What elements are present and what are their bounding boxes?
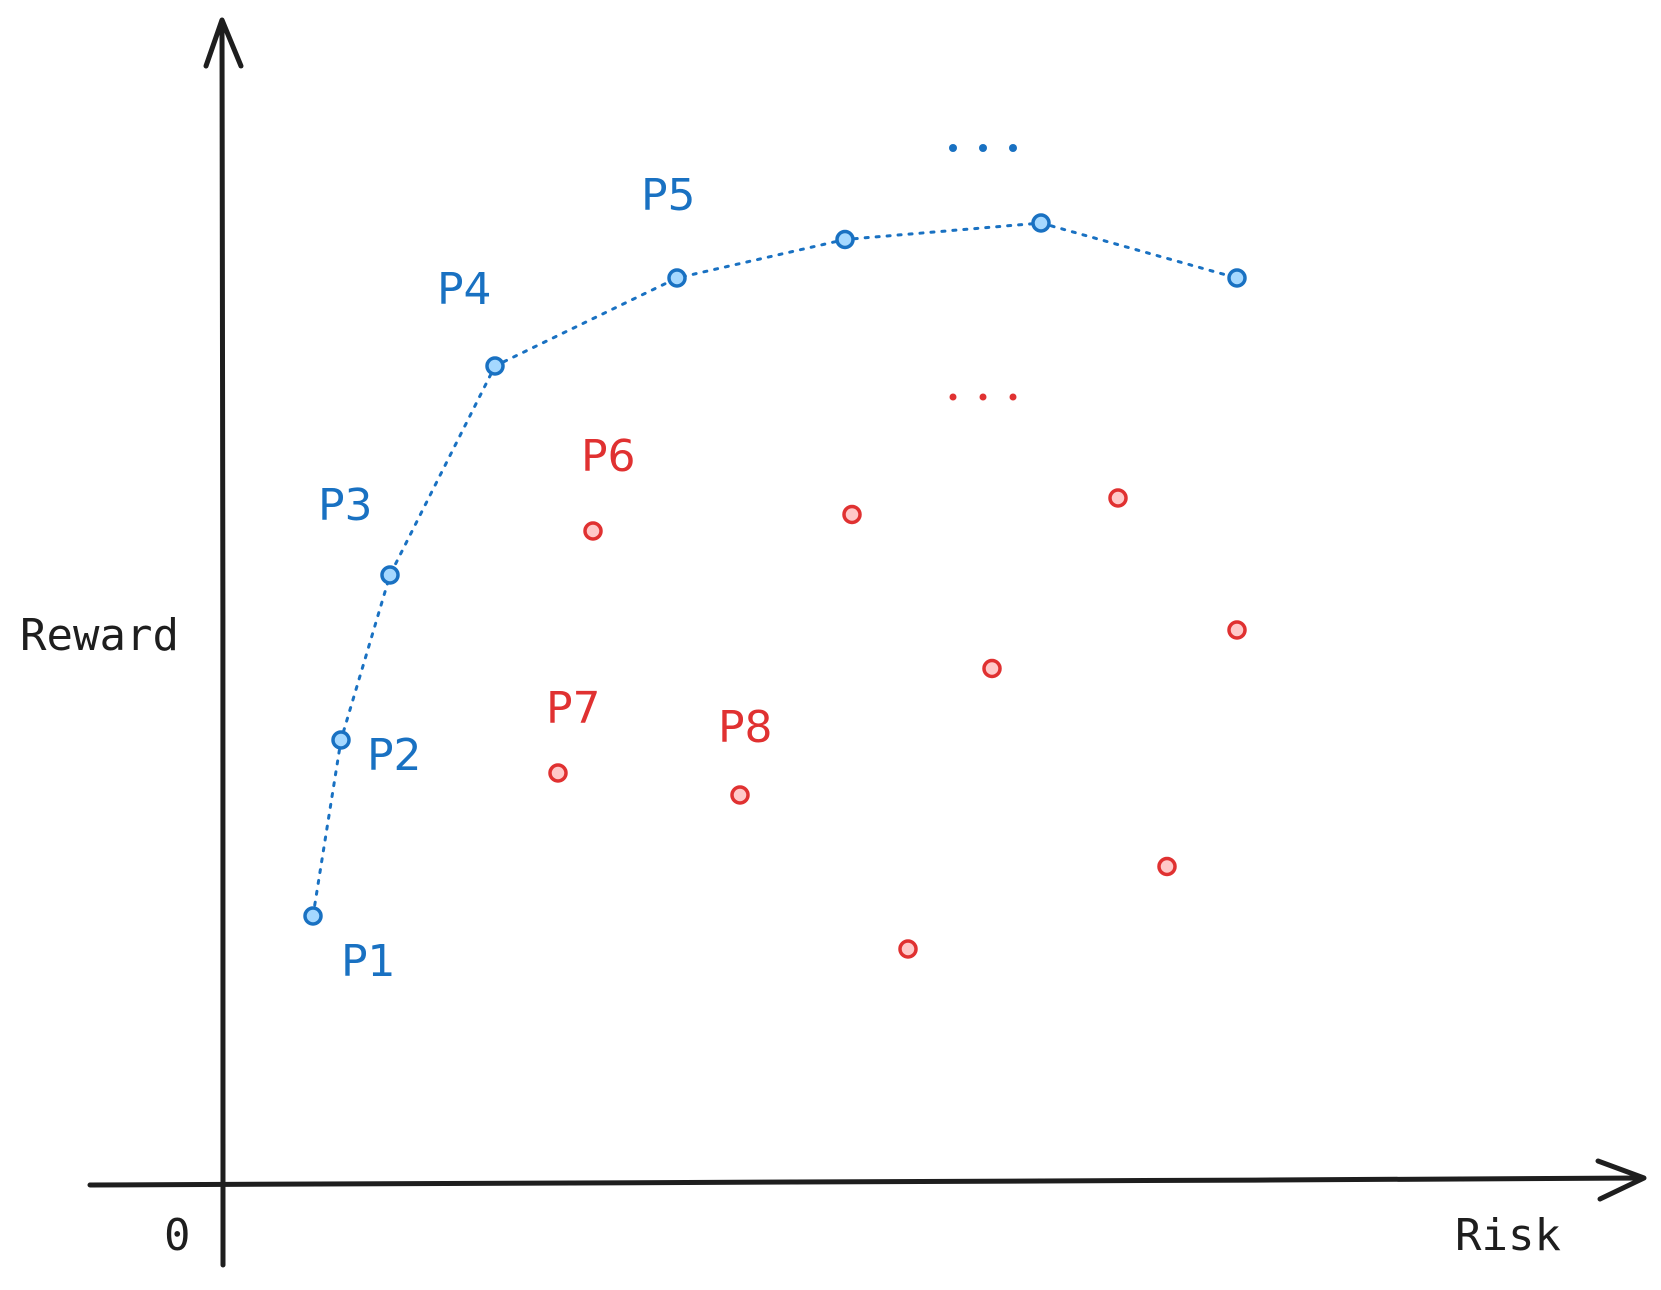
x-axis-arrowhead	[1595, 1158, 1647, 1202]
x-axis-line	[87, 1175, 1645, 1188]
x-axis-label: Risk	[1455, 1210, 1561, 1261]
other-ellipsis: ...	[949, 393, 1017, 401]
frontier-point-8	[1227, 268, 1247, 288]
frontier-ellipsis-dot	[979, 144, 987, 152]
other-point-9	[1157, 856, 1177, 877]
other-point-6	[982, 658, 1002, 679]
y-axis-label: Reward	[20, 610, 179, 661]
point-label-p4: P4	[437, 264, 492, 315]
point-label-p6: P6	[581, 431, 636, 482]
other-point-8	[898, 939, 918, 959]
frontier-point-7	[1031, 213, 1051, 233]
frontier-point-2	[331, 730, 351, 750]
origin-label: 0	[164, 1210, 191, 1261]
point-label-p1: P1	[341, 936, 396, 987]
point-label-p2: P2	[367, 730, 422, 781]
other-ellipsis-dot	[1009, 393, 1017, 401]
axes	[87, 17, 1647, 1268]
point-label-p7: P7	[546, 683, 601, 734]
frontier-series-line	[311, 221, 1239, 918]
frontier-point-4	[485, 356, 505, 376]
frontier-point-6	[835, 229, 855, 250]
other-point-7	[1227, 620, 1247, 640]
other-point-3	[730, 785, 750, 805]
frontier-ellipsis-dot	[949, 144, 957, 152]
other-point-4	[842, 504, 862, 525]
point-label-p3: P3	[318, 480, 373, 531]
y-axis-line	[219, 19, 226, 1268]
frontier-ellipsis: ...	[949, 144, 1017, 152]
point-label-p8: P8	[718, 702, 773, 753]
other-point-2	[548, 763, 568, 783]
other-point-1	[583, 521, 603, 541]
frontier-line-layer	[311, 221, 1239, 918]
other-point-5	[1108, 488, 1128, 508]
frontier-point-1	[303, 906, 323, 926]
labels-layer: P1 P2 P3 P4 P5... P6 P7 P8...	[318, 144, 1017, 987]
frontier-ellipsis-dot	[1009, 144, 1017, 152]
other-ellipsis-dot	[979, 393, 987, 401]
frontier-point-5	[667, 268, 687, 288]
point-label-p5: P5	[641, 170, 696, 221]
other-ellipsis-dot	[949, 393, 957, 401]
y-axis-arrowhead	[203, 17, 244, 69]
points-layer	[303, 213, 1247, 959]
frontier-point-3	[380, 565, 400, 585]
